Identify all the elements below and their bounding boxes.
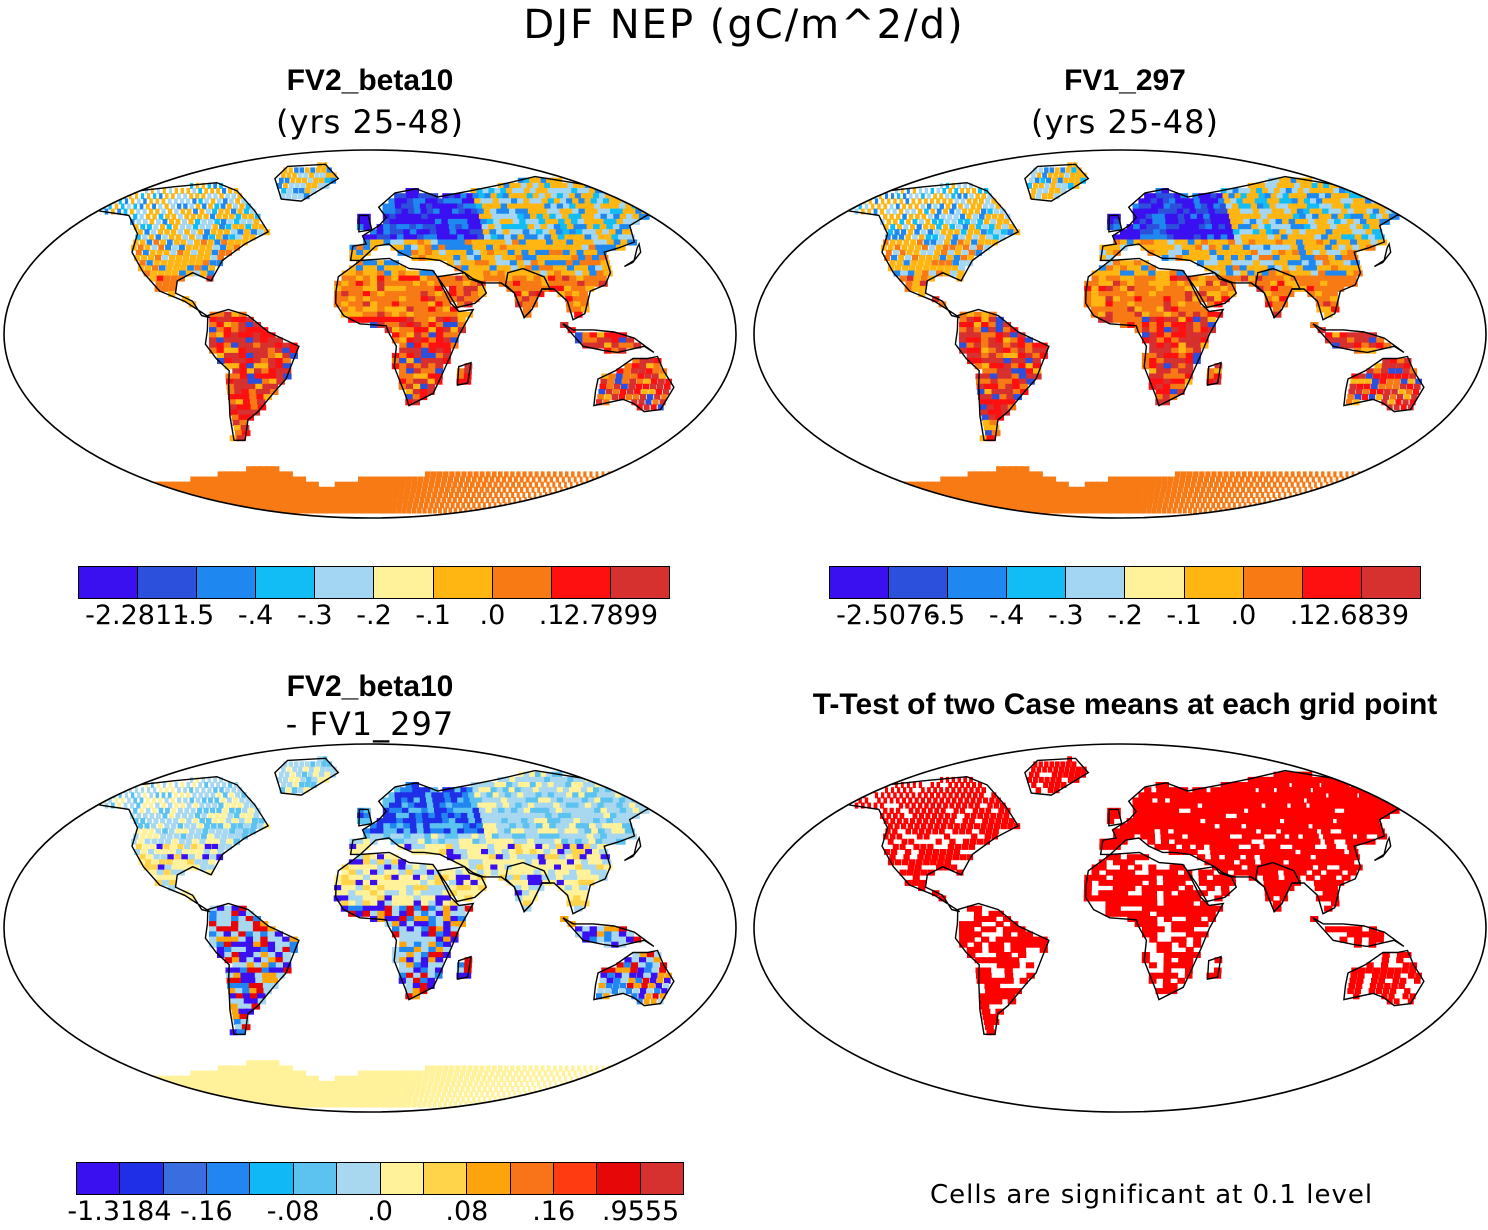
colorbar-swatch bbox=[1362, 567, 1420, 598]
land-cells bbox=[70, 756, 677, 1107]
colorbar-tick-label: -.08 bbox=[267, 1196, 320, 1227]
figure-title: DJF NEP (gC/m^2/d) bbox=[0, 2, 1488, 48]
colorbar-swatch bbox=[337, 1163, 380, 1194]
map-difference bbox=[0, 742, 740, 1114]
colorbar-tick-label: -.4 bbox=[238, 600, 274, 631]
colorbar-tick-label: -1.3184 bbox=[67, 1196, 171, 1227]
colorbar-swatch bbox=[1007, 567, 1066, 598]
colorbar-swatch bbox=[830, 567, 889, 598]
colorbar-diff bbox=[76, 1162, 684, 1195]
panel-subtitle-fv1: (yrs 25-48) bbox=[925, 103, 1325, 141]
colorbar-swatch bbox=[889, 567, 948, 598]
map-fv1-297 bbox=[750, 148, 1488, 520]
colorbar-swatch bbox=[641, 1163, 683, 1194]
colorbar-swatch bbox=[381, 1163, 424, 1194]
colorbar-tick-label: .0 bbox=[480, 600, 506, 631]
colorbar-tick-label: .0 bbox=[367, 1196, 393, 1227]
map-ttest-significance bbox=[750, 742, 1488, 1114]
colorbar-swatch bbox=[1066, 567, 1125, 598]
colorbar-swatch bbox=[1303, 567, 1362, 598]
colorbar-swatch bbox=[597, 1163, 640, 1194]
colorbar-swatch bbox=[256, 567, 315, 598]
colorbar-tick-label: -2.2811 bbox=[85, 600, 189, 631]
coastline-japan bbox=[624, 838, 640, 861]
colorbar-tick-label: -.1 bbox=[1166, 600, 1202, 631]
colorbar-swatch bbox=[120, 1163, 163, 1194]
colorbar-swatch bbox=[138, 567, 197, 598]
colorbar-swatch bbox=[79, 567, 138, 598]
colorbar-swatch bbox=[207, 1163, 250, 1194]
colorbar-tick-label: .1 bbox=[539, 600, 565, 631]
colorbar-swatch bbox=[1125, 567, 1184, 598]
colorbar-tick-label: .1 bbox=[1290, 600, 1316, 631]
colorbar-swatch bbox=[315, 567, 374, 598]
colorbar-swatch bbox=[77, 1163, 120, 1194]
colorbar-tick-label: .0 bbox=[1231, 600, 1257, 631]
panel-title-fv1: FV1_297 bbox=[925, 64, 1325, 98]
significance-note: Cells are significant at 0.1 level bbox=[930, 1180, 1373, 1210]
colorbar-swatch bbox=[467, 1163, 510, 1194]
coastline-japan bbox=[624, 244, 640, 267]
colorbar-tick-label: .08 bbox=[445, 1196, 488, 1227]
colorbar-swatch bbox=[374, 567, 433, 598]
colorbar-tick-label: -.1 bbox=[415, 600, 451, 631]
colorbar-swatch bbox=[493, 567, 552, 598]
colorbar-swatch bbox=[511, 1163, 554, 1194]
coastline-japan bbox=[1374, 244, 1390, 267]
colorbar-swatch bbox=[1244, 567, 1303, 598]
colorbar-tick-label: .16 bbox=[532, 1196, 575, 1227]
colorbar-swatch bbox=[197, 567, 256, 598]
colorbar-swatch bbox=[424, 1163, 467, 1194]
colorbar-tick-label: -.5 bbox=[179, 600, 215, 631]
colorbar-labels-diff: -1.3184-.16-.08.0.08.16.9555 bbox=[76, 1196, 684, 1230]
panel-title-fv2: FV2_beta10 bbox=[170, 64, 570, 98]
land-cells bbox=[70, 162, 677, 513]
colorbar-swatch bbox=[554, 1163, 597, 1194]
colorbar-tick-label: -.3 bbox=[1048, 600, 1084, 631]
colorbar-swatch bbox=[250, 1163, 293, 1194]
colorbar-tick-label: 2.6839 bbox=[1315, 600, 1409, 631]
colorbar-tick-label: -.3 bbox=[297, 600, 333, 631]
colorbar-tick-label: -.2 bbox=[1107, 600, 1143, 631]
panel-subtitle-fv2: (yrs 25-48) bbox=[170, 103, 570, 141]
panel-subtitle-diff: - FV1_297 bbox=[170, 705, 570, 743]
land-cells bbox=[820, 162, 1427, 513]
colorbar-tick-label: -.4 bbox=[989, 600, 1025, 631]
colorbar-tick-label: -.5 bbox=[930, 600, 966, 631]
colorbar-fv2 bbox=[78, 566, 670, 599]
colorbar-swatch bbox=[434, 567, 493, 598]
coastline-japan bbox=[1374, 838, 1390, 861]
colorbar-tick-label: -.16 bbox=[180, 1196, 233, 1227]
colorbar-swatch bbox=[1185, 567, 1244, 598]
colorbar-fv1 bbox=[829, 566, 1421, 599]
panel-title-ttest: T-Test of two Case means at each grid po… bbox=[760, 688, 1488, 722]
colorbar-swatch bbox=[552, 567, 611, 598]
colorbar-tick-label: -2.5076 bbox=[836, 600, 940, 631]
panel-title-diff: FV2_beta10 bbox=[170, 670, 570, 704]
colorbar-swatch bbox=[611, 567, 669, 598]
colorbar-tick-label: .9555 bbox=[602, 1196, 679, 1227]
colorbar-tick-label: 2.7899 bbox=[564, 600, 658, 631]
colorbar-swatch bbox=[164, 1163, 207, 1194]
colorbar-swatch bbox=[294, 1163, 337, 1194]
colorbar-tick-label: -.2 bbox=[356, 600, 392, 631]
map-fv2-beta10 bbox=[0, 148, 740, 520]
colorbar-swatch bbox=[948, 567, 1007, 598]
